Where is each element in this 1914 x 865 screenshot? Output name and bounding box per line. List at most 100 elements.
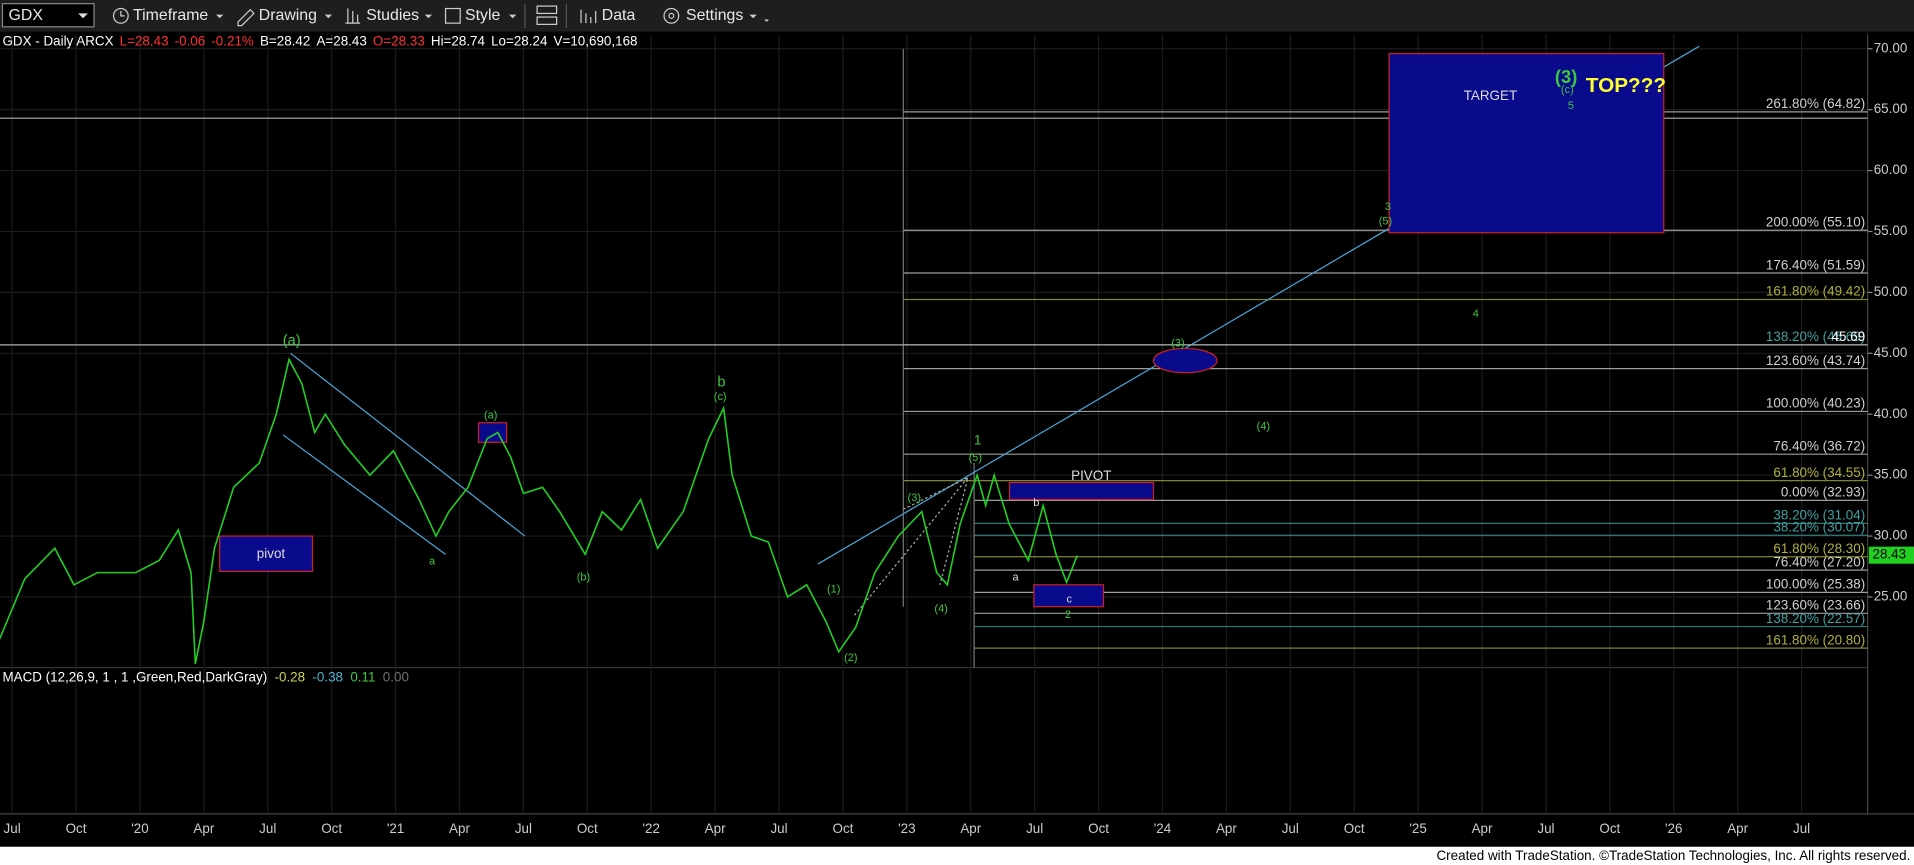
x-tick-label: Jul [770, 821, 787, 836]
macd-reading: -0.38 [312, 669, 343, 684]
fib-label: 76.40% (36.72) [1773, 438, 1865, 453]
x-tick-label: Jul [1026, 821, 1043, 836]
x-tick-label: Oct [66, 821, 87, 836]
wave-label: (4) [934, 603, 947, 615]
x-tick-label: Apr [705, 821, 726, 836]
level-label: 45.69 [1832, 329, 1866, 344]
x-tick-label: '25 [1409, 821, 1427, 836]
x-tick-label: Jul [4, 821, 21, 836]
fib-label: 76.40% (27.20) [1773, 554, 1865, 569]
x-tick-label: Oct [577, 821, 598, 836]
x-tick-label: '21 [387, 821, 405, 836]
x-tick-label: '20 [131, 821, 149, 836]
wave-label: (3) [1555, 66, 1577, 87]
header-field: Lo=28.24 [491, 33, 548, 48]
wave-label: 3 [1385, 201, 1391, 213]
y-tick-label: 50.00 [1874, 284, 1908, 299]
pivot-box [219, 535, 314, 572]
wave-label: (c) [714, 391, 727, 403]
menu[interactable]: Data [602, 7, 636, 24]
wave-label: (c) [1561, 84, 1574, 96]
symbol[interactable]: GDX [9, 7, 44, 24]
x-tick-label: Apr [1727, 821, 1748, 836]
symbol-box[interactable] [1, 3, 95, 28]
wave-label: TOP??? [1586, 74, 1666, 97]
header-field: L=28.43 [120, 33, 169, 48]
x-tick-label: '23 [898, 821, 916, 836]
x-tick-label: Jul [1537, 821, 1554, 836]
header-field: -0.21% [211, 33, 254, 48]
x-tick-label: Oct [1344, 821, 1365, 836]
fib-label: 176.40% (51.59) [1766, 257, 1865, 272]
menu[interactable]: Timeframe [133, 7, 208, 24]
header-field: GDX - Daily ARCX [2, 33, 113, 48]
menu[interactable]: Studies [366, 7, 419, 24]
header-field: V=10,690,168 [554, 33, 638, 48]
wave-label: (5) [1379, 216, 1392, 228]
x-tick-label: Apr [1216, 821, 1237, 836]
macd-label: MACD (12,26,9, 1 , 1 ,Green,Red,DarkGray… [2, 669, 267, 684]
wave-label: 2 [1065, 609, 1071, 621]
y-tick-label: 40.00 [1874, 406, 1908, 421]
menu[interactable]: Style [465, 7, 500, 24]
fib-label: 100.00% (25.38) [1766, 577, 1865, 592]
fib-label: 123.60% (23.66) [1766, 598, 1865, 613]
header-field: A=28.43 [316, 33, 366, 48]
wave-label: (a) [484, 409, 497, 421]
channel-line [282, 434, 446, 555]
annotations: (a)(a)b(c)a(b)1(5)(3)(1)(2)(4)abc2(3)(4)… [283, 66, 1666, 664]
target-ellipse [1152, 347, 1218, 374]
menu[interactable]: Drawing [259, 7, 317, 24]
wave-label: c [1067, 593, 1073, 605]
x-tick-label: Oct [833, 821, 854, 836]
wave-label: (1) [827, 584, 840, 596]
y-tick-label: 25.00 [1874, 589, 1908, 604]
fib-label: 61.80% (34.55) [1773, 465, 1865, 480]
wave-label: b [1033, 497, 1039, 509]
x-tick-label: Jul [1282, 821, 1299, 836]
x-tick-label: Apr [449, 821, 470, 836]
x-tick-label: Oct [1599, 821, 1620, 836]
y-tick-label: 70.00 [1874, 40, 1908, 55]
wave-label: a [1013, 571, 1020, 583]
wave-label: 4 [1473, 308, 1479, 320]
fib-label: 138.20% (45.69) [1766, 329, 1865, 344]
dotted-line [853, 477, 969, 616]
last-price-label: 28.43 [1872, 547, 1906, 562]
header-field: B=28.42 [260, 33, 310, 48]
menu[interactable]: Settings [686, 7, 743, 24]
fib-label: 200.00% (55.10) [1766, 215, 1865, 230]
footer: Created with TradeStation. ©TradeStation… [1436, 848, 1910, 863]
fib-label: 38.20% (30.07) [1773, 519, 1865, 534]
y-tick-label: 60.00 [1874, 162, 1908, 177]
wave-label: (b) [577, 571, 590, 583]
x-tick-label: '22 [642, 821, 660, 836]
toolbar-icons [112, 5, 680, 27]
wave-label: (a) [283, 333, 301, 349]
x-tick-label: Apr [193, 821, 214, 836]
box-label: PIVOT [1071, 468, 1111, 483]
fib-label: 100.00% (40.23) [1766, 396, 1865, 411]
box-label: TARGET [1464, 88, 1517, 103]
wave-label: (3) [1171, 337, 1184, 349]
macd-reading: 0.00 [383, 669, 409, 684]
x-tick-label: '24 [1154, 821, 1172, 836]
x-tick-label: Oct [321, 821, 342, 836]
wave-label: b [717, 374, 725, 390]
footer-bar [0, 846, 1914, 865]
y-tick-label: 65.00 [1874, 101, 1908, 116]
y-tick-label: 30.00 [1874, 528, 1908, 543]
macd-info: MACD (12,26,9, 1 , 1 ,Green,Red,DarkGray… [2, 669, 408, 684]
header-field: -0.06 [175, 33, 206, 48]
dropdown-arrow [78, 13, 88, 19]
x-tick-label: Jul [259, 821, 276, 836]
y-tick-label: 35.00 [1874, 467, 1908, 482]
last-price-marker [1868, 546, 1914, 564]
macd-reading: 0.11 [350, 669, 375, 684]
fib-label: 161.80% (49.42) [1766, 284, 1865, 299]
x-tick-label: Jul [1793, 821, 1810, 836]
wave-label: (3) [908, 492, 921, 504]
channel-line [290, 352, 526, 537]
box-label: pivot [257, 546, 286, 561]
